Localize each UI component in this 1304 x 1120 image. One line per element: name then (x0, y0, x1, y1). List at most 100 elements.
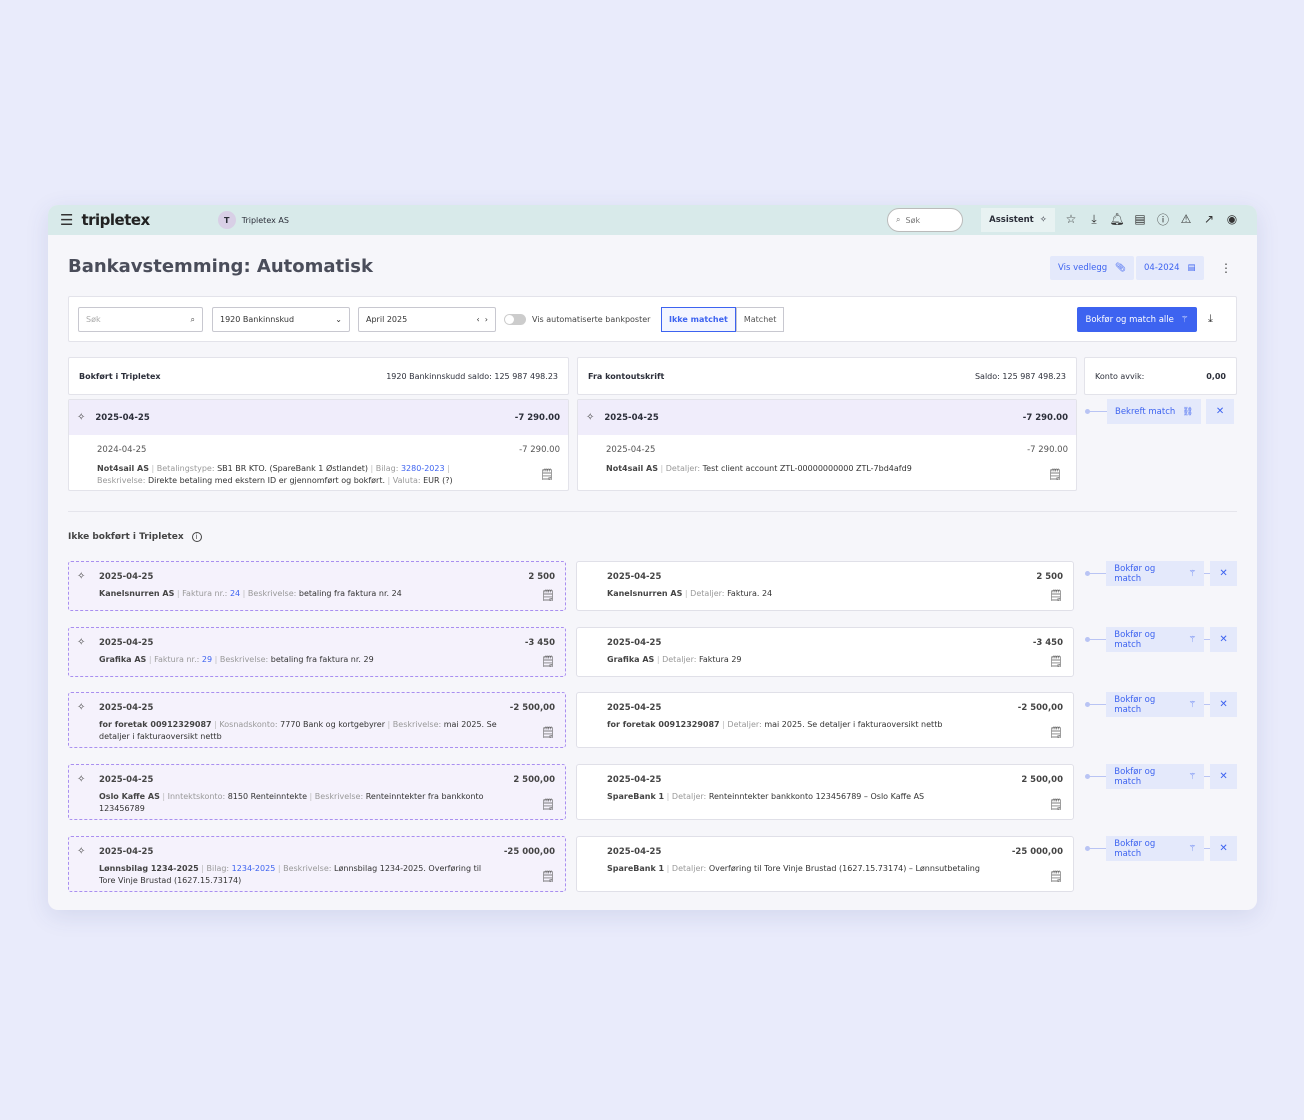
alert-circle-icon[interactable]: ⓘ (1156, 212, 1169, 227)
bell-icon[interactable]: 🔔︎ (1109, 212, 1125, 226)
note-icon[interactable]: 🗒︎ (1049, 870, 1063, 883)
field-link[interactable]: 29 (201, 655, 213, 664)
post-and-match-button[interactable]: Bokfør og match ⚚ (1106, 692, 1205, 717)
warning-icon[interactable]: ⚠ (1180, 212, 1192, 226)
confirm-match-button[interactable]: Bekreft match ⛓ (1107, 399, 1202, 424)
period-button[interactable]: 04-2024 ▤ (1136, 256, 1204, 280)
post-and-match-button[interactable]: Bokfør og match ⚚ (1106, 561, 1205, 586)
amount: 2 500,00 (513, 775, 555, 785)
close-icon: ✕ (1219, 699, 1228, 710)
note-icon[interactable]: 🗒︎ (1049, 798, 1063, 811)
statement-entry[interactable]: 2025-04-25 2 500 Kanelsnurren AS | Detalj… (576, 561, 1074, 611)
filter-bar: Søk ⌕ 1920 Bankinnskud ⌄ April 2025 ‹ › Vis… (68, 296, 1237, 342)
note-icon[interactable]: 🗒︎ (1049, 726, 1063, 739)
date: 2025-04-25 (99, 775, 154, 785)
statement-entry[interactable]: 2025-04-25 2 500,00 SpareBank 1 | Detalje… (576, 764, 1074, 820)
more-icon[interactable]: ⋮ (1220, 261, 1232, 275)
sparkle-icon: ✧ (77, 702, 86, 713)
document-icon: ▤ (1187, 263, 1196, 273)
note-icon[interactable]: 🗒︎ (1049, 589, 1063, 602)
counterparty: SpareBank 1 (607, 864, 665, 873)
page-title: Bankavstemming: Automatisk (68, 256, 373, 277)
amount: -2 500,00 (1017, 703, 1063, 713)
dismiss-button[interactable]: ✕ (1210, 764, 1238, 789)
date: 2025-04-25 (99, 847, 154, 857)
field-link[interactable]: 3280-2023 (400, 464, 445, 473)
suggested-ledger-entry[interactable]: ✧ 2025-04-25 2 500,00 Oslo Kaffe AS | Inn… (68, 764, 566, 820)
connector (1085, 409, 1107, 414)
post-and-match-label: Bokfør og match (1114, 563, 1156, 584)
date: 2025-04-25 (607, 572, 662, 582)
dismiss-button[interactable]: ✕ (1210, 836, 1238, 861)
field-label: Kosnadskonto: (219, 720, 278, 729)
statement-balance: Saldo: 125 987 498.23 (974, 371, 1066, 381)
post-and-match-button[interactable]: Bokfør og match ⚚ (1106, 627, 1205, 652)
amount: -7 290.00 (1022, 412, 1068, 423)
field-value: mai 2025. Se detaljer i fakturaoversikt … (99, 720, 497, 741)
note-icon[interactable]: 🗒︎ (541, 870, 555, 883)
tab-unmatched[interactable]: Ikke matchet (661, 307, 736, 332)
external-link-icon[interactable]: ↗ (1203, 212, 1215, 226)
global-search-input[interactable]: ⌕ Søk (887, 208, 963, 232)
reject-match-button[interactable]: ✕ (1206, 399, 1235, 424)
company-name: Tripletex AS (241, 215, 289, 225)
statement-summary: Fra kontoutskrift Saldo: 125 987 498.23 (577, 357, 1077, 395)
post-all-label: Bokfør og match alle (1085, 314, 1174, 325)
statement-entry[interactable]: 2025-04-25 -25 000,00 SpareBank 1 | Detal… (576, 836, 1074, 892)
download-icon[interactable]: ⤓ (1091, 211, 1097, 226)
tab-matched[interactable]: Matchet (735, 307, 785, 332)
close-icon: ✕ (1219, 568, 1228, 579)
post-and-match-all-button[interactable]: Bokfør og match alle ⚚ (1077, 307, 1197, 332)
sparkle-icon: ✧ (77, 846, 86, 857)
row-actions: Bokfør og match ⚚ ✕ (1084, 627, 1238, 652)
dismiss-button[interactable]: ✕ (1210, 561, 1238, 586)
post-and-match-label: Bokfør og match (1114, 629, 1156, 650)
note-icon[interactable]: 🗒︎ (1048, 468, 1062, 481)
note-icon[interactable]: 🗒︎ (541, 655, 555, 668)
search-input[interactable]: Søk ⌕ (78, 307, 203, 332)
row-actions: Bokfør og match ⚚ ✕ (1084, 836, 1238, 861)
note-icon[interactable]: 🗒︎ (540, 468, 554, 481)
dismiss-button[interactable]: ✕ (1210, 627, 1238, 652)
suggested-ledger-entry[interactable]: ✧ 2025-04-25 -2 500,00 for foretak 009123… (68, 692, 566, 748)
star-icon[interactable]: ☆ (1065, 212, 1077, 226)
user-icon[interactable]: ◉ (1226, 212, 1238, 226)
account-select[interactable]: 1920 Bankinnskud ⌄ (212, 307, 350, 332)
suggested-ledger-entry[interactable]: ✧ 2025-04-25 -3 450 Grafika AS | Faktura … (68, 627, 566, 677)
field-link[interactable]: 1234-2025 (231, 864, 276, 873)
company-switcher[interactable]: T Tripletex AS (217, 211, 289, 229)
suggested-ledger-entry[interactable]: ✧ 2025-04-25 -25 000,00 Lønnsbilag 1234-2… (68, 836, 566, 892)
chevron-left-icon[interactable]: ‹ (476, 315, 480, 324)
chevron-right-icon[interactable]: › (484, 315, 488, 324)
statement-entry[interactable]: 2025-04-25 -3 450 Grafika AS | Detaljer: … (576, 627, 1074, 677)
field-value: 8150 Renteinntekte (227, 792, 307, 801)
description: Not4sail AS | Detaljer: Test client acco… (606, 464, 912, 473)
matched-statement-card[interactable]: ✧ 2025-04-25 -7 290.00 2025-04-25 -7 290.00… (577, 399, 1077, 491)
field-value: Renteinntekter fra bankkonto 123456789 (99, 792, 484, 813)
field-link[interactable]: 24 (229, 589, 241, 598)
suggested-ledger-entry[interactable]: ✧ 2025-04-25 2 500 Kanelsnurren AS | Fakt… (68, 561, 566, 611)
post-and-match-button[interactable]: Bokfør og match ⚚ (1106, 764, 1205, 789)
matched-ledger-card[interactable]: ✧ 2025-04-25 -7 290.00 2024-04-25 -7 290.00… (68, 399, 569, 491)
logo: tripletex (81, 211, 150, 229)
note-icon[interactable]: 🗒︎ (541, 726, 555, 739)
show-attachments-button[interactable]: Vis vedlegg 📎︎ (1050, 256, 1134, 280)
search-placeholder: Søk (905, 215, 921, 225)
chat-icon[interactable]: ▤ (1134, 212, 1146, 226)
menu-icon[interactable]: ☰ (60, 211, 74, 229)
field-label: Beskrivelse: (97, 476, 146, 485)
info-icon[interactable]: i (191, 532, 202, 542)
note-icon[interactable]: 🗒︎ (541, 589, 555, 602)
assistant-button[interactable]: Assistent ✧ (981, 208, 1055, 232)
automated-posts-toggle[interactable] (504, 314, 526, 325)
dismiss-button[interactable]: ✕ (1210, 692, 1238, 717)
statement-entry[interactable]: 2025-04-25 -2 500,00 for foretak 00912329… (576, 692, 1074, 748)
export-download-icon[interactable]: ⤓ (1208, 312, 1213, 325)
post-and-match-button[interactable]: Bokfør og match ⚚ (1106, 836, 1205, 861)
counterparty: Grafika AS (99, 655, 147, 664)
month-picker[interactable]: April 2025 ‹ › (358, 307, 496, 332)
note-icon[interactable]: 🗒︎ (541, 798, 555, 811)
date: 2025-04-25 (95, 412, 150, 423)
paperclip-icon: 📎︎ (1115, 263, 1126, 273)
note-icon[interactable]: 🗒︎ (1049, 655, 1063, 668)
